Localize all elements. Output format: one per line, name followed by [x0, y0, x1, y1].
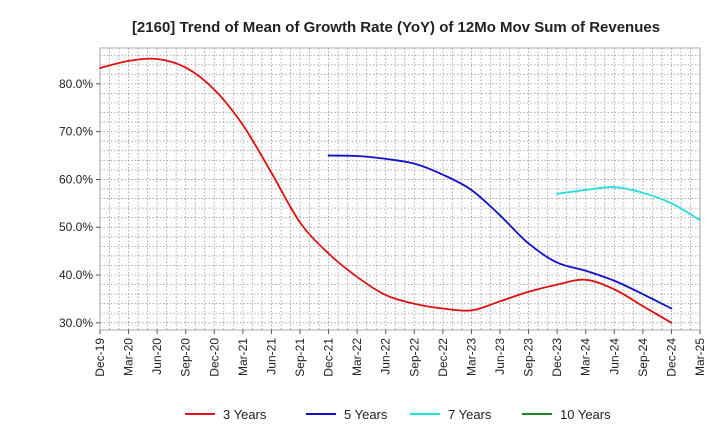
x-tick-label: Jun-24: [607, 338, 621, 375]
x-tick-label: Sep-20: [179, 338, 193, 377]
x-tick-label: Sep-21: [293, 338, 307, 377]
y-axis: 30.0% 40.0% 50.0% 60.0% 70.0% 80.0%: [59, 77, 100, 330]
series-line-3-years: [99, 57, 673, 324]
x-tick-label: Dec-23: [550, 338, 564, 377]
legend-label-3-years: 3 Years: [223, 407, 267, 422]
chart-title: [2160] Trend of Mean of Growth Rate (YoY…: [132, 19, 660, 36]
y-tick-label: 80.0%: [59, 77, 93, 91]
x-tick-label: Mar-20: [122, 338, 136, 376]
series-line-7-years: [556, 186, 701, 221]
x-tick-label: Dec-21: [322, 338, 336, 377]
y-tick-label: 60.0%: [59, 172, 93, 186]
x-tick-label: Jun-20: [150, 338, 164, 375]
x-tick-label: Mar-25: [693, 338, 707, 376]
x-tick-label: Dec-20: [207, 338, 221, 377]
x-tick-label: Dec-24: [664, 338, 678, 377]
x-tick-label: Dec-19: [93, 338, 107, 377]
y-tick-label: 40.0%: [59, 268, 93, 282]
legend-label-10-years: 10 Years: [560, 407, 611, 422]
x-tick-label: Sep-22: [407, 338, 421, 377]
x-tick-label: Sep-24: [636, 338, 650, 377]
series-layer: [99, 57, 701, 324]
legend-label-7-years: 7 Years: [448, 407, 492, 422]
y-tick-label: 50.0%: [59, 220, 93, 234]
x-tick-label: Mar-21: [236, 338, 250, 376]
x-tick-label: Jun-22: [379, 338, 393, 375]
y-tick-label: 30.0%: [59, 316, 93, 330]
x-tick-label: Mar-23: [464, 338, 478, 376]
x-tick-label: Dec-22: [436, 338, 450, 377]
legend: 3 Years 5 Years 7 Years 10 Years: [185, 407, 611, 422]
x-tick-label: Mar-22: [350, 338, 364, 376]
series-line-5-years: [327, 154, 673, 310]
x-tick-label: Mar-24: [579, 338, 593, 376]
x-tick-label: Sep-23: [522, 338, 536, 377]
legend-label-5-years: 5 Years: [344, 407, 388, 422]
x-tick-label: Jun-23: [493, 338, 507, 375]
x-axis: Dec-19 Mar-20 Jun-20 Sep-20 Dec-20 Mar-21 Jun-…: [93, 330, 707, 377]
x-tick-label: Jun-21: [264, 338, 278, 375]
y-tick-label: 70.0%: [59, 125, 93, 139]
